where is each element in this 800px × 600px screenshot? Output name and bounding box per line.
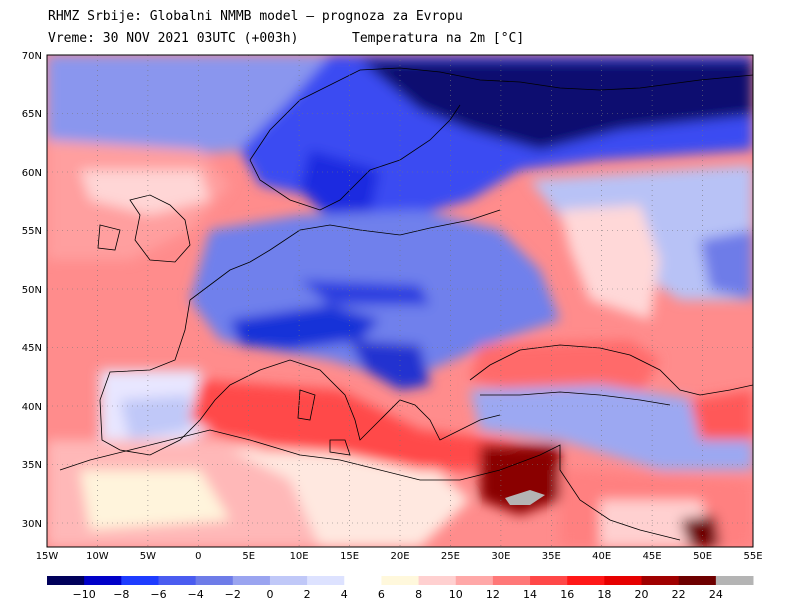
colorbar-swatch xyxy=(567,576,605,585)
lat-label: 45N xyxy=(22,343,42,354)
plot-frame xyxy=(46,54,754,548)
lon-label: 15W xyxy=(36,551,59,562)
lon-label: 10W xyxy=(86,551,109,562)
colorbar-swatch xyxy=(455,576,494,585)
latitude-labels: 70N 65N 60N 55N 50N 45N 40N 35N 30N xyxy=(22,51,42,530)
lat-label: 50N xyxy=(22,285,42,296)
lat-label: 30N xyxy=(22,519,42,530)
colorbar-swatch xyxy=(195,576,234,585)
colorbar-tick-label: 0 xyxy=(266,588,273,600)
colorbar-tick-label: 14 xyxy=(523,588,537,600)
lat-label: 65N xyxy=(22,109,42,120)
lon-label: 5W xyxy=(140,551,156,562)
coastlines xyxy=(59,67,753,541)
lon-label: 25E xyxy=(441,551,460,562)
lon-label: 45E xyxy=(643,551,662,562)
colorbar-tick-label: 18 xyxy=(597,588,611,600)
colorbar-swatch xyxy=(84,576,122,585)
lat-label: 40N xyxy=(22,402,42,413)
lat-label: 70N xyxy=(22,51,42,62)
colorbar-swatch xyxy=(269,576,308,585)
colorbar-tick-label: 24 xyxy=(709,588,723,600)
colorbar-swatch xyxy=(678,576,717,585)
colorbar-swatch xyxy=(307,576,345,585)
map-timestamp: Vreme: 30 NOV 2021 03UTC (+003h) xyxy=(48,31,299,46)
colorbar-tick-label: −10 xyxy=(73,588,96,600)
lat-label: 35N xyxy=(22,460,42,471)
colorbar-tick-label: −6 xyxy=(150,588,166,600)
colorbar: −10 −8 −6 −4 −2 0 2 4 6 8 10 12 14 16 18 20 22 24 xyxy=(47,576,754,600)
colorbar-tick-label: −2 xyxy=(225,588,241,600)
colorbar-tick-label: −4 xyxy=(188,588,204,600)
lon-label: 20E xyxy=(390,551,409,562)
colorbar-swatch xyxy=(158,576,197,585)
colorbar-swatch xyxy=(381,576,420,585)
colorbar-swatch xyxy=(344,576,382,585)
lon-label: 55E xyxy=(743,551,762,562)
lon-label: 50E xyxy=(693,551,712,562)
colorbar-tick-label: 2 xyxy=(304,588,311,600)
lon-label: 35E xyxy=(542,551,561,562)
colorbar-tick-label: 4 xyxy=(341,588,348,600)
colorbar-tick-label: 22 xyxy=(672,588,686,600)
lon-label: 0 xyxy=(195,551,201,562)
lon-label: 10E xyxy=(290,551,309,562)
lon-label: 30E xyxy=(491,551,510,562)
colorbar-swatch xyxy=(232,576,271,585)
longitude-labels: 15W 10W 5W 0 5E 10E 15E 20E 25E 30E 35E … xyxy=(36,551,763,562)
colorbar-swatch xyxy=(492,576,531,585)
colorbar-tick-label: −8 xyxy=(113,588,129,600)
colorbar-swatch xyxy=(47,576,85,585)
colorbar-swatch xyxy=(418,576,457,585)
map-variable-label: Temperatura na 2m [°C] xyxy=(352,31,525,46)
colorbar-tick-label: 6 xyxy=(378,588,385,600)
lon-label: 40E xyxy=(592,551,611,562)
lon-label: 15E xyxy=(340,551,359,562)
colorbar-swatch xyxy=(604,576,643,585)
colorbar-tick-label: 10 xyxy=(449,588,463,600)
lat-label: 55N xyxy=(22,226,42,237)
colorbar-tick-label: 12 xyxy=(486,588,500,600)
graticule xyxy=(47,54,753,547)
colorbar-tick-label: 20 xyxy=(635,588,649,600)
colorbar-swatch xyxy=(121,576,159,585)
colorbar-swatch xyxy=(530,576,568,585)
colorbar-tick-label: 8 xyxy=(415,588,422,600)
colorbar-swatch xyxy=(715,576,754,585)
map-title: RHMZ Srbije: Globalni NMMB model — progn… xyxy=(48,9,463,24)
colorbar-tick-label: 16 xyxy=(560,588,574,600)
colorbar-swatch xyxy=(641,576,680,585)
lat-label: 60N xyxy=(22,168,42,179)
lon-label: 5E xyxy=(242,551,255,562)
